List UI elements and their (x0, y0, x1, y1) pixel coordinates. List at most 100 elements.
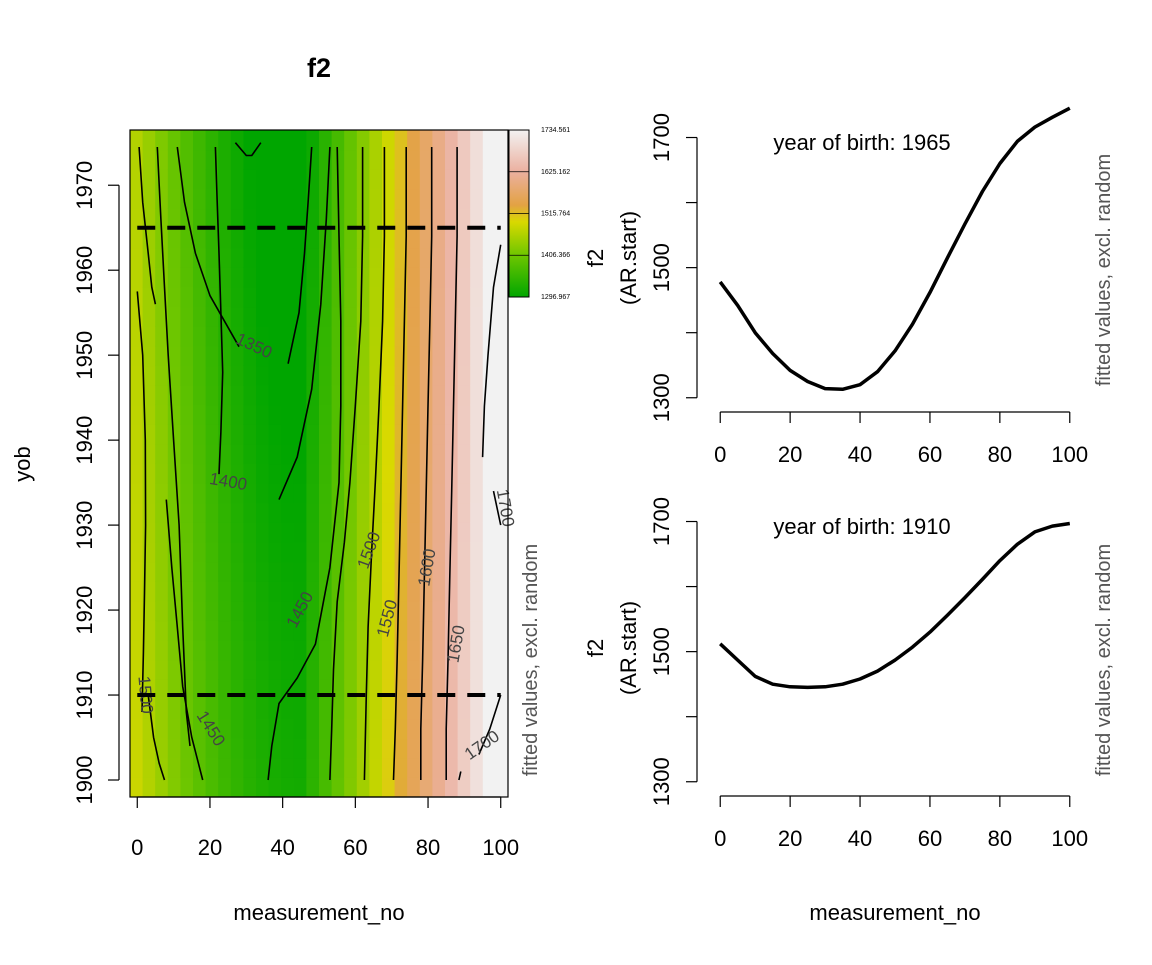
heatmap-cell (230, 149, 244, 170)
y-tick-label: 1950 (72, 331, 97, 380)
heatmap-cell (457, 502, 471, 523)
heatmap-cell (306, 443, 320, 465)
heatmap-cell (256, 718, 270, 739)
heatmap-cell (331, 777, 345, 797)
heatmap-cell (457, 777, 471, 797)
heatmap-cell (180, 385, 194, 406)
heatmap-cell (205, 463, 219, 484)
heatmap-cell (344, 600, 358, 622)
heatmap-cell (142, 326, 156, 347)
heatmap-cell (419, 561, 433, 582)
heatmap-cell (256, 463, 270, 484)
heatmap-cell (344, 698, 358, 720)
heatmap-cell (407, 659, 421, 680)
x-tick-label: 40 (848, 826, 872, 851)
heatmap-cell (167, 247, 181, 268)
heatmap-cell (369, 306, 383, 327)
heatmap-cell (142, 169, 156, 190)
heatmap-cell (130, 385, 144, 406)
heatmap-cell (155, 581, 169, 602)
heatmap-cell (369, 640, 383, 661)
heatmap-cell (293, 502, 307, 523)
heatmap-cell (205, 718, 219, 739)
heatmap-cell (457, 326, 471, 347)
heatmap-cell (205, 345, 219, 367)
heatmap-cell (470, 306, 484, 327)
heatmap-cell (268, 385, 282, 406)
heatmap-cell (281, 620, 295, 641)
heatmap-cell (155, 247, 169, 268)
heatmap-cell (180, 541, 194, 563)
heatmap-cell (344, 149, 358, 170)
contour-line (234, 142, 262, 157)
heatmap-cell (281, 463, 295, 484)
heatmap-cell (470, 365, 484, 386)
x-tick-label: 80 (416, 835, 440, 860)
x-tick-label: 80 (988, 826, 1012, 851)
heatmap-cell (319, 522, 333, 543)
heatmap-cell (331, 247, 345, 268)
heatmap-cell (432, 483, 446, 504)
heatmap-cell (369, 698, 383, 720)
y-tick-label: 1960 (72, 246, 97, 295)
heatmap-cell (407, 698, 421, 720)
heatmap-cell (268, 561, 282, 582)
heatmap-cell (293, 581, 307, 602)
heatmap-cell (293, 326, 307, 347)
heatmap-cell (470, 718, 484, 739)
heatmap-cell (130, 188, 144, 210)
heatmap-cell (130, 228, 144, 249)
heatmap-cell (407, 620, 421, 641)
heatmap-cell (495, 326, 508, 347)
heatmap-cell (256, 247, 270, 268)
heatmap-cell (470, 659, 484, 680)
heatmap-cell (432, 757, 446, 778)
heatmap-cell (407, 149, 421, 170)
heatmap-cell (230, 267, 244, 288)
heatmap-cell (432, 306, 446, 327)
panel-1910-annotation: year of birth: 1910 (773, 514, 950, 539)
heatmap-cell (457, 659, 471, 680)
contour-lines (136, 142, 502, 781)
heatmap-cell (407, 463, 421, 484)
heatmap-cell (432, 698, 446, 720)
heatmap-cell (394, 502, 408, 523)
heatmap-cell (230, 581, 244, 602)
heatmap-cell (457, 208, 471, 229)
heatmap-cell (382, 286, 396, 308)
heatmap-cell (407, 483, 421, 504)
heatmap-cell (369, 345, 383, 367)
heatmap-cell (419, 228, 433, 249)
heatmap-cell (482, 522, 496, 543)
contour-labels: 1350140014501500155016001650150014501700… (134, 329, 518, 764)
heatmap-cell (256, 659, 270, 680)
x-tick-label: 20 (778, 442, 802, 467)
heatmap-cell (382, 149, 396, 170)
heatmap-cell (180, 326, 194, 347)
heatmap-cell (256, 424, 270, 445)
heatmap-cell (268, 522, 282, 543)
heatmap-cell (268, 659, 282, 680)
heatmap-cell (306, 345, 320, 367)
heatmap-cell (180, 149, 194, 170)
heatmap-cell (130, 345, 144, 367)
panel-1965-annotation: year of birth: 1965 (773, 130, 950, 155)
heatmap-cell (495, 561, 508, 582)
heatmap-cell (293, 149, 307, 170)
heatmap-cell (457, 738, 471, 759)
panel-1910-y-label-line2: (AR.start) (616, 601, 641, 695)
heatmap-panel: f2 1350140014501500155016001650150014501… (10, 53, 570, 925)
heatmap-side-label: fitted values, excl. random (520, 544, 542, 776)
heatmap-cell (142, 149, 156, 170)
contour-line (392, 147, 407, 781)
heatmap-cell (230, 345, 244, 367)
heatmap-cell (432, 326, 446, 347)
heatmap-cell (470, 522, 484, 543)
heatmap-cell (419, 365, 433, 386)
heatmap-cell (382, 718, 396, 739)
heatmap-cell (256, 345, 270, 367)
heatmap-cell (230, 522, 244, 543)
heatmap-cell (230, 483, 244, 504)
heatmap-cell (319, 247, 333, 268)
heatmap-cell (130, 267, 144, 288)
